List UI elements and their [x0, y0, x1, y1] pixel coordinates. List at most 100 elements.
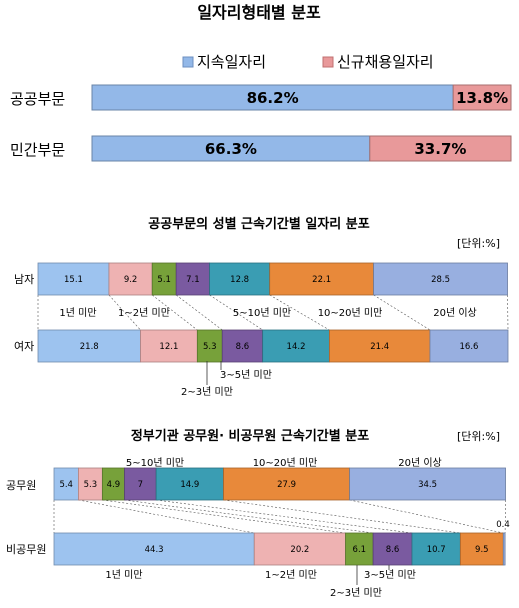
- chart3-connector-line: [124, 499, 374, 534]
- chart2-connector-line: [209, 294, 263, 331]
- chart2-bar-2-segment-1: [37, 329, 141, 363]
- chart2-connector-line: [269, 294, 330, 331]
- chart2-segment-value-label: 22.1: [312, 275, 331, 285]
- chart2-connector-line: [175, 294, 223, 331]
- chart3-bar-1-segment-7: [349, 467, 506, 501]
- chart2-bar-2-segment-5: [262, 329, 330, 363]
- chart3-segment-value-label: 5.3: [84, 480, 98, 490]
- chart2-segment-value-label: 8.6: [236, 342, 250, 352]
- chart1-bar-value-label: 33.7%: [414, 140, 466, 158]
- chart2-segment-value-label: 5.1: [157, 275, 171, 285]
- chart3-connector-line: [78, 499, 255, 534]
- chart3-bar-1-segment-5: [155, 467, 224, 501]
- chart3-seg-label-2: 1~2년 미만: [265, 569, 317, 581]
- chart1-bar-public-new-hire: [452, 84, 512, 111]
- chart2-segment-value-label: 7.1: [186, 275, 200, 285]
- chart1-bar-private-new-hire: [369, 135, 512, 162]
- chart2-segment-value-label: 21.8: [80, 342, 99, 352]
- chart2-segment-value-label: 12.1: [159, 342, 178, 352]
- chart2-seg-label-3: 2~3년 미만: [181, 386, 233, 398]
- chart2-bar-2-segment-3: [196, 329, 223, 363]
- chart2-seg-label-4: 3~5년 미만: [220, 369, 272, 381]
- chart2-connector-line: [152, 294, 198, 331]
- chart2-category-label-female: 여자: [14, 340, 34, 353]
- chart3-bar-2-segment-2: [253, 532, 346, 566]
- chart3-unit-label: [단위:%]: [457, 430, 500, 443]
- chart2-segment-value-label: 28.5: [431, 275, 450, 285]
- chart-gov-official-tenure: 정부기관 공무원· 비공무원 근속기간별 분포 [단위:%] 공무원 비공무원 …: [6, 428, 510, 599]
- chart1-bar-value-label: 66.3%: [205, 140, 257, 158]
- chart2-bars: 15.1 9.2 5.1 7.1 12.8 22.1 28.5 21.8 12.1 5.3 8.6 1…: [37, 262, 509, 363]
- chart3-segment-value-label: 8.6: [386, 545, 400, 555]
- chart3-bar-2-segment-1: [53, 532, 255, 566]
- chart1-bars: 86.2% 13.8% 66.3% 33.7%: [91, 84, 512, 162]
- chart2-seg-label-6: 10~20년 미만: [318, 307, 383, 319]
- chart3-seg-label-6: 10~20년 미만: [253, 457, 318, 469]
- chart2-segment-value-label: 16.6: [460, 342, 479, 352]
- chart1-bar-private-continuing: [91, 135, 371, 162]
- chart3-bar-2-segment-3: [345, 532, 374, 566]
- chart2-seg-label-1: 1년 미만: [59, 307, 96, 319]
- chart3-seg-label-1: 1년 미만: [105, 569, 142, 581]
- chart3-segment-value-label: 20.2: [290, 545, 309, 555]
- chart3-segment-value-label: 6.1: [353, 545, 367, 555]
- chart2-bar-1-segment-7: [373, 262, 508, 296]
- chart-public-gender-tenure: 공공부문의 성별 근속기간별 일자리 분포 [단위:%] 남자 여자 15.1 9…: [14, 216, 509, 398]
- chart3-segment-value-label: 5.4: [59, 480, 73, 490]
- chart3-category-label-official: 공무원: [6, 479, 36, 492]
- chart3-segment-value-label: 44.3: [145, 545, 164, 555]
- chart2-segment-value-label: 5.3: [203, 342, 217, 352]
- chart2-segment-value-label: 21.4: [370, 342, 389, 352]
- chart3-segment-value-label: 34.5: [418, 480, 437, 490]
- chart3-segment-value-label: 7: [138, 480, 143, 490]
- chart1-legend: 지속일자리 신규채용일자리: [182, 53, 434, 71]
- chart3-connector-line: [102, 499, 346, 534]
- chart3-seg-label-7: 20년 이상: [398, 457, 442, 469]
- chart2-segment-value-label: 14.2: [287, 342, 306, 352]
- chart2-bar-1-segment-4: [175, 262, 210, 296]
- legend-swatch-continuing: [182, 56, 194, 68]
- chart2-bar-2-segment-4: [221, 329, 264, 363]
- legend-label-new-hire: 신규채용일자리: [337, 53, 434, 71]
- chart3-segment-value-label: 27.9: [277, 480, 296, 490]
- chart1-title: 일자리형태별 분포: [197, 3, 321, 22]
- chart3-connector-lines: [53, 499, 506, 534]
- chart-job-type-distribution: 일자리형태별 분포 지속일자리 신규채용일자리 공공부문 민간부문 86.2% 1…: [10, 3, 512, 162]
- chart3-bar-2-segment-7: [502, 532, 506, 566]
- chart2-bar-1-segment-5: [209, 262, 271, 296]
- chart3-bar-1-segment-6: [223, 467, 351, 501]
- chart3-bars: 5.4 5.3 4.9 7 14.9 27.9 34.5 44.3 20.2 6.1 8.6 10.7…: [53, 467, 510, 566]
- chart3-segment-value-label: 4.9: [107, 480, 121, 490]
- chart3-thin-segment-value-label: 0.4: [496, 520, 510, 530]
- chart2-seg-label-2: 1~2년 미만: [118, 307, 170, 319]
- chart2-bar-2-segment-2: [140, 329, 198, 363]
- legend-swatch-new-hire: [322, 56, 334, 68]
- chart2-segment-value-label: 15.1: [64, 275, 83, 285]
- chart3-bar-1-segment-1: [53, 467, 79, 501]
- chart2-unit-label: [단위:%]: [457, 237, 500, 250]
- chart2-segment-value-label: 12.8: [230, 275, 249, 285]
- chart2-title: 공공부문의 성별 근속기간별 일자리 분포: [148, 216, 369, 232]
- chart2-bar-2-segment-6: [328, 329, 431, 363]
- chart2-seg-label-5: 5~10년 미만: [233, 307, 291, 319]
- chart2-segment-value-label: 9.2: [124, 275, 138, 285]
- legend-label-continuing: 지속일자리: [197, 53, 266, 71]
- chart2-bar-1-segment-1: [37, 262, 110, 296]
- chart1-bar-value-label: 13.8%: [456, 89, 508, 107]
- chart2-seg-label-7: 20년 이상: [433, 307, 477, 319]
- chart2-category-label-male: 남자: [14, 273, 34, 286]
- chart3-connector-line: [223, 499, 461, 534]
- chart3-connector-line: [156, 499, 413, 534]
- chart2-bar-2-segment-7: [429, 329, 509, 363]
- chart3-bar-2-segment-5: [411, 532, 461, 566]
- chart3-title: 정부기관 공무원· 비공무원 근속기간별 분포: [131, 428, 369, 444]
- chart1-bar-public-continuing: [91, 84, 454, 111]
- chart3-segment-value-label: 14.9: [180, 480, 199, 490]
- chart3-segment-value-label: 9.5: [475, 545, 489, 555]
- chart3-bar-1-segment-4: [124, 467, 157, 501]
- chart3-seg-label-4: 3~5년 미만: [364, 569, 416, 581]
- chart2-connector-line: [373, 294, 431, 331]
- chart3-category-label-non-official: 비공무원: [6, 543, 46, 556]
- chart2-connector-lines: [37, 294, 509, 331]
